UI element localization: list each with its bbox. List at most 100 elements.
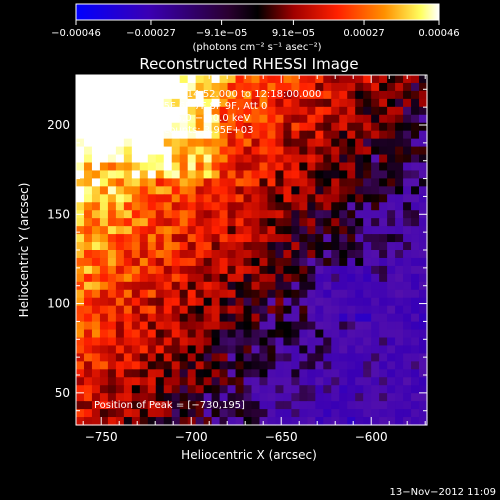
- heatmap-cell: [331, 114, 340, 124]
- heatmap-cell: [267, 98, 277, 108]
- heatmap-cell: [283, 194, 292, 203]
- heatmap-cell: [403, 401, 412, 410]
- heatmap-cell: [219, 90, 229, 100]
- heatmap-cell: [395, 106, 404, 116]
- heatmap-cell: [299, 409, 308, 418]
- heatmap-cell: [203, 409, 213, 418]
- heatmap-cell: [307, 106, 316, 116]
- heatmap-cell: [179, 401, 189, 410]
- heatmap-cell: [387, 313, 396, 323]
- heatmap-cell: [403, 242, 412, 251]
- heatmap-cell: [371, 401, 380, 410]
- heatmap-cell: [315, 393, 324, 402]
- heatmap-cell: [419, 226, 428, 235]
- heatmap-cell: [131, 210, 141, 219]
- heatmap-cell: [227, 162, 237, 172]
- x-tick-label: −700: [175, 430, 208, 444]
- heatmap-cell: [235, 337, 245, 347]
- heatmap-cell: [323, 154, 332, 164]
- heatmap-cell: [83, 377, 93, 386]
- heatmap-cell: [115, 305, 125, 315]
- heatmap-cell: [131, 329, 141, 339]
- heatmap-cell: [243, 146, 253, 156]
- heatmap-cell: [395, 417, 404, 426]
- heatmap-cell: [387, 393, 396, 402]
- heatmap-cell: [283, 257, 292, 267]
- heatmap-cell: [371, 130, 380, 140]
- heatmap-cell: [363, 90, 372, 100]
- heatmap-cell: [379, 75, 388, 84]
- heatmap-cell: [307, 313, 316, 323]
- heatmap-cell: [139, 210, 149, 219]
- heatmap-cell: [323, 361, 332, 370]
- heatmap-cell: [227, 98, 237, 108]
- colorbar-tick-label: −0.00027: [126, 28, 176, 39]
- heatmap-cell: [219, 409, 229, 418]
- heatmap-cell: [235, 114, 245, 124]
- heatmap-cell: [371, 305, 380, 315]
- heatmap-cell: [187, 75, 197, 84]
- heatmap-cell: [363, 289, 372, 299]
- heatmap-cell: [179, 369, 189, 378]
- heatmap-cell: [219, 162, 229, 172]
- heatmap-cell: [203, 265, 213, 275]
- heatmap-cell: [203, 186, 213, 195]
- heatmap-cell: [179, 98, 189, 108]
- heatmap-cell: [355, 90, 364, 100]
- heatmap-cell: [147, 90, 157, 100]
- heatmap-cell: [163, 106, 173, 116]
- heatmap-cell: [291, 98, 300, 108]
- heatmap-cell: [187, 162, 197, 172]
- heatmap-cell: [315, 417, 324, 426]
- heatmap-cell: [363, 361, 372, 370]
- heatmap-cell: [283, 202, 292, 211]
- heatmap-cell: [147, 297, 157, 307]
- heatmap-cell: [395, 257, 404, 267]
- heatmap-cell: [331, 250, 340, 259]
- heatmap-cell: [379, 242, 388, 251]
- heatmap-cell: [355, 122, 364, 132]
- heatmap-cell: [107, 385, 117, 394]
- heatmap-cell: [275, 202, 285, 211]
- heatmap-cell: [395, 401, 404, 410]
- heatmap-cell: [187, 186, 197, 195]
- heatmap-cell: [411, 345, 420, 354]
- heatmap-cell: [187, 170, 197, 179]
- heatmap-cell: [275, 218, 285, 227]
- heatmap-cell: [155, 202, 165, 211]
- heatmap-cell: [123, 114, 133, 124]
- heatmap-cell: [347, 369, 356, 378]
- heatmap-cell: [339, 377, 348, 386]
- heatmap-cell: [347, 154, 356, 164]
- heatmap-cell: [291, 385, 300, 394]
- heatmap-cell: [323, 305, 332, 315]
- heatmap-cell: [347, 202, 356, 211]
- heatmap-cell: [155, 265, 165, 275]
- heatmap-cell: [139, 345, 149, 354]
- heatmap-cell: [107, 234, 117, 243]
- heatmap-cell: [179, 289, 189, 299]
- peak-position-label: Position of Peak = [−730,195]: [94, 400, 245, 411]
- heatmap-cell: [259, 329, 269, 339]
- heatmap-cell: [91, 345, 101, 354]
- heatmap-cell: [123, 170, 133, 179]
- heatmap-cell: [291, 401, 300, 410]
- heatmap-cell: [403, 321, 412, 331]
- heatmap-cell: [307, 194, 316, 203]
- heatmap-cell: [379, 273, 388, 283]
- heatmap-cell: [235, 234, 245, 243]
- heatmap-cell: [411, 202, 420, 211]
- heatmap-cell: [115, 242, 125, 251]
- heatmap-cell: [171, 75, 181, 84]
- heatmap-cell: [91, 409, 101, 418]
- heatmap-cell: [99, 385, 109, 394]
- heatmap-cell: [251, 250, 261, 259]
- heatmap-cell: [259, 194, 269, 203]
- heatmap-cell: [227, 194, 237, 203]
- heatmap-cell: [179, 226, 189, 235]
- heatmap-cell: [211, 122, 221, 132]
- heatmap-cell: [147, 218, 157, 227]
- heatmap-cell: [187, 329, 197, 339]
- heatmap-cell: [387, 234, 396, 243]
- heatmap-cell: [187, 361, 197, 370]
